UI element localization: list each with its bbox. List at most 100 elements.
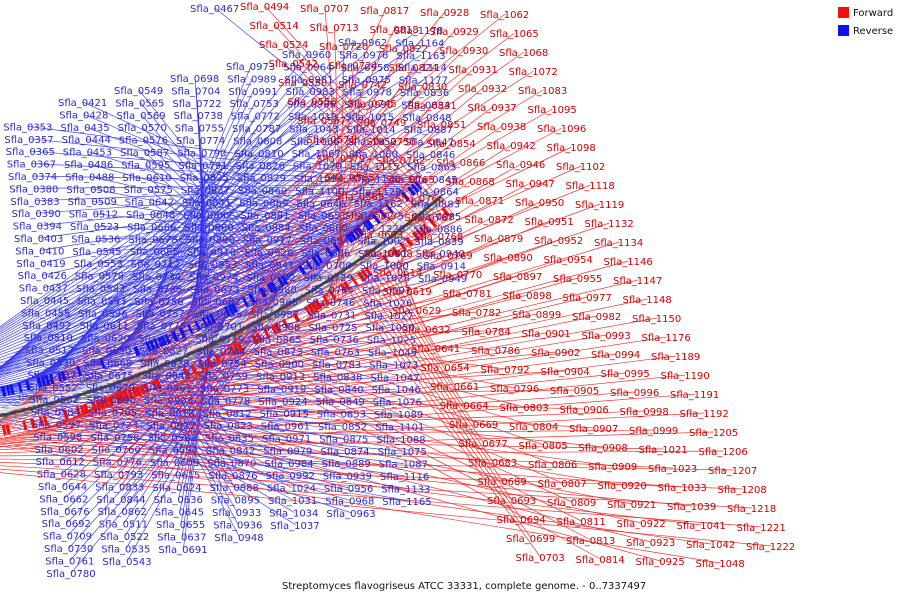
reverse-connector (77, 366, 284, 402)
reverse-gene-label: Sfla_0535 (101, 544, 150, 555)
reverse-gene-label: Sfla_0682 (192, 297, 241, 308)
reverse-gene-label: Sfla_0570 (118, 123, 167, 134)
reverse-gene-label: Sfla_1043 (289, 124, 338, 135)
reverse-gene-label: Sfla_0576 (119, 136, 168, 147)
reverse-gene-label: Sfla_0846 (406, 150, 455, 161)
reverse-gene-label: Sfla_0704 (171, 86, 220, 97)
reverse-gene-label: Sfla_0734 (132, 272, 181, 283)
reverse-gene-label: Sfla_0775 (137, 322, 186, 333)
reverse-gene-label: Sfla_0660 (299, 224, 348, 235)
scale-tick-label: 900 kbp (139, 358, 159, 364)
forward-connector (300, 235, 440, 324)
reverse-gene-label: Sfla_0419 (16, 259, 65, 270)
forward-gene-label: Sfla_0955 (553, 274, 602, 285)
reverse-gene-label: Sfla_0790 (177, 148, 226, 159)
reverse-gene-label: Sfla_0841 (182, 198, 231, 209)
reverse-connector (148, 188, 271, 284)
reverse-gene-label: Sfla_1014 (346, 125, 395, 136)
forward-gene-label: Sfla_0589 (335, 192, 384, 203)
reverse-gene-label: Sfla_0736 (310, 335, 359, 346)
forward-feature (154, 378, 162, 390)
forward-gene-label: Sfla_1119 (575, 200, 624, 211)
forward-feature (131, 387, 138, 398)
forward-connector (0, 465, 753, 509)
forward-gene-label: Sfla_0550 (278, 78, 327, 89)
forward-gene-label: Sfla_0784 (462, 327, 511, 338)
reverse-connector (0, 277, 444, 375)
forward-feature (415, 228, 424, 239)
reverse-gene-label: Sfla_0895 (211, 496, 260, 507)
reverse-gene-label: Sfla_0755 (175, 124, 224, 135)
reverse-gene-label: Sfla_0357 (4, 135, 53, 146)
forward-feature (418, 226, 428, 236)
reverse-connector (58, 371, 295, 513)
reverse-gene-label: Sfla_0578 (75, 272, 124, 283)
reverse-gene-label: Sfla_0666 (127, 222, 176, 233)
forward-connector (0, 127, 563, 421)
reverse-connector (41, 128, 315, 378)
reverse-gene-label: Sfla_0780 (46, 569, 95, 580)
reverse-feature (157, 336, 164, 348)
forward-feature (273, 322, 282, 334)
reverse-connector (28, 202, 322, 381)
forward-feature (339, 283, 348, 294)
forward-connector (296, 254, 449, 326)
reverse-gene-label: Sfla_0880 (184, 223, 233, 234)
forward-gene-label: Sfla_0720 (319, 42, 368, 53)
forward-feature (307, 303, 316, 314)
reverse-gene-label: Sfla_0753 (230, 99, 279, 110)
forward-feature (82, 403, 90, 415)
reverse-gene-label: Sfla_0949 (418, 274, 467, 285)
forward-connector (0, 51, 525, 421)
reverse-gene-label: Sfla_1087 (379, 460, 428, 471)
reverse-gene-label: Sfla_0390 (12, 209, 61, 220)
forward-gene-label: Sfla_0782 (452, 308, 501, 319)
reverse-gene-label: Sfla_0636 (154, 495, 203, 506)
forward-connector (0, 393, 696, 448)
reverse-connector (19, 252, 327, 383)
reverse-gene-label: Sfla_0760 (92, 445, 141, 456)
reverse-gene-label: Sfla_0380 (9, 184, 58, 195)
forward-gene-label: Sfla_0951 (525, 217, 574, 228)
forward-connector (0, 298, 648, 435)
forward-connector (0, 468, 762, 528)
reverse-gene-label: Sfla_0735 (133, 284, 182, 295)
forward-gene-label: Sfla_1176 (642, 333, 691, 344)
forward-gene-label: Sfla_0998 (620, 407, 669, 418)
reverse-gene-label: Sfla_0644 (38, 482, 87, 493)
forward-gene-label: Sfla_0805 (519, 441, 568, 452)
reverse-connector (0, 153, 432, 348)
forward-connector (0, 374, 686, 445)
reverse-gene-label: Sfla_0988 (251, 322, 300, 333)
reverse-gene-label: Sfla_0992 (266, 471, 315, 482)
reverse-gene-label: Sfla_0593 (77, 296, 126, 307)
reverse-gene-label: Sfla_0685 (130, 247, 179, 258)
reverse-gene-label: Sfla_0648 (126, 210, 175, 221)
reverse-gene-label: Sfla_0986 (287, 100, 336, 111)
forward-connector (73, 144, 512, 420)
reverse-gene-label: Sfla_0597 (32, 420, 81, 431)
reverse-connector (37, 152, 317, 379)
reverse-feature (410, 183, 420, 194)
forward-gene-label: Sfla_0995 (601, 369, 650, 380)
reverse-gene-label: Sfla_1026 (363, 298, 412, 309)
forward-connector (208, 104, 433, 371)
reverse-feature (205, 315, 213, 326)
forward-gene-label: Sfla_0938 (477, 122, 526, 133)
forward-gene-label: Sfla_0792 (481, 365, 530, 376)
reverse-gene-label: Sfla_0980 (248, 285, 297, 296)
reverse-gene-label: Sfla_0983 (286, 87, 335, 98)
forward-connector (0, 260, 629, 431)
forward-gene-label: Sfla_0629 (392, 306, 441, 317)
reverse-gene-label: Sfla_0612 (36, 457, 85, 468)
reverse-gene-label: Sfla_1130 (351, 174, 400, 185)
forward-connector (65, 182, 531, 423)
forward-connector (388, 250, 409, 254)
forward-gene-label: Sfla_0871 (455, 196, 504, 207)
reverse-gene-label: Sfla_0838 (313, 372, 362, 383)
forward-connector (288, 292, 468, 331)
reverse-gene-label: Sfla_0861 (143, 384, 192, 395)
reverse-gene-label: Sfla_0863 (407, 162, 456, 173)
reverse-gene-label: Sfla_0543 (102, 557, 151, 568)
reverse-connector (0, 227, 382, 376)
